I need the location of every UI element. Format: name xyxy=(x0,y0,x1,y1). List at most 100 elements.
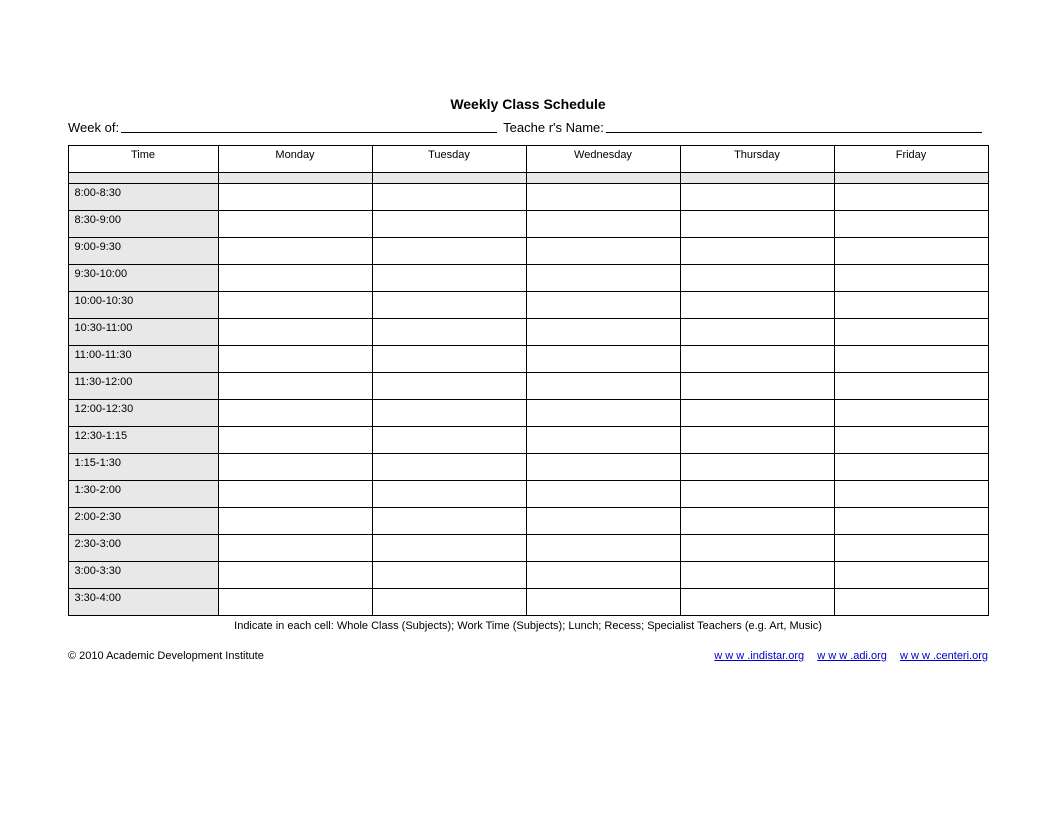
link-indistar[interactable]: w w w .indistar.org xyxy=(714,650,804,662)
schedule-cell[interactable] xyxy=(526,211,680,238)
schedule-cell[interactable] xyxy=(372,589,526,616)
schedule-cell[interactable] xyxy=(680,184,834,211)
schedule-cell[interactable] xyxy=(372,238,526,265)
schedule-cell[interactable] xyxy=(680,481,834,508)
schedule-cell[interactable] xyxy=(218,184,372,211)
form-header-row: Week of: Teache r's Name: xyxy=(48,120,1008,135)
table-row: 11:30-12:00 xyxy=(68,373,988,400)
schedule-cell[interactable] xyxy=(834,589,988,616)
schedule-cell[interactable] xyxy=(680,373,834,400)
schedule-cell[interactable] xyxy=(526,265,680,292)
schedule-cell[interactable] xyxy=(834,238,988,265)
schedule-cell[interactable] xyxy=(218,400,372,427)
schedule-cell[interactable] xyxy=(526,481,680,508)
schedule-cell[interactable] xyxy=(218,481,372,508)
schedule-cell[interactable] xyxy=(526,508,680,535)
link-centeri[interactable]: w w w .centeri.org xyxy=(900,650,988,662)
schedule-cell[interactable] xyxy=(680,211,834,238)
schedule-cell[interactable] xyxy=(218,211,372,238)
schedule-cell[interactable] xyxy=(218,373,372,400)
schedule-cell[interactable] xyxy=(680,427,834,454)
schedule-cell[interactable] xyxy=(218,454,372,481)
schedule-cell[interactable] xyxy=(834,184,988,211)
schedule-cell[interactable] xyxy=(218,265,372,292)
schedule-cell[interactable] xyxy=(218,319,372,346)
schedule-cell[interactable] xyxy=(680,265,834,292)
schedule-cell[interactable] xyxy=(680,508,834,535)
schedule-cell[interactable] xyxy=(680,238,834,265)
schedule-cell[interactable] xyxy=(680,535,834,562)
schedule-cell[interactable] xyxy=(834,292,988,319)
schedule-cell[interactable] xyxy=(526,589,680,616)
teacher-name-blank[interactable] xyxy=(606,120,982,133)
spacer-row xyxy=(68,173,988,184)
schedule-cell[interactable] xyxy=(372,400,526,427)
schedule-cell[interactable] xyxy=(834,427,988,454)
schedule-cell[interactable] xyxy=(372,373,526,400)
schedule-cell[interactable] xyxy=(372,319,526,346)
schedule-cell[interactable] xyxy=(834,481,988,508)
schedule-cell[interactable] xyxy=(834,346,988,373)
schedule-cell[interactable] xyxy=(834,400,988,427)
schedule-cell[interactable] xyxy=(218,562,372,589)
schedule-cell[interactable] xyxy=(372,184,526,211)
schedule-table-body: 8:00-8:308:30-9:009:00-9:309:30-10:0010:… xyxy=(68,173,988,616)
teacher-name-label: Teache r's Name: xyxy=(503,120,604,135)
schedule-cell[interactable] xyxy=(834,562,988,589)
schedule-cell[interactable] xyxy=(526,427,680,454)
col-friday: Friday xyxy=(834,146,988,173)
schedule-cell[interactable] xyxy=(526,184,680,211)
schedule-cell[interactable] xyxy=(834,265,988,292)
footer-links: w w w .indistar.org w w w .adi.org w w w… xyxy=(704,650,988,662)
schedule-cell[interactable] xyxy=(218,589,372,616)
schedule-cell[interactable] xyxy=(372,508,526,535)
schedule-cell[interactable] xyxy=(834,454,988,481)
schedule-cell[interactable] xyxy=(372,292,526,319)
schedule-cell[interactable] xyxy=(372,562,526,589)
schedule-cell[interactable] xyxy=(680,319,834,346)
schedule-cell[interactable] xyxy=(372,481,526,508)
schedule-cell[interactable] xyxy=(372,265,526,292)
link-adi[interactable]: w w w .adi.org xyxy=(817,650,887,662)
table-row: 2:30-3:00 xyxy=(68,535,988,562)
schedule-cell[interactable] xyxy=(372,346,526,373)
schedule-table: Time Monday Tuesday Wednesday Thursday F… xyxy=(68,145,989,616)
schedule-cell[interactable] xyxy=(680,454,834,481)
time-slot-cell: 2:30-3:00 xyxy=(68,535,218,562)
schedule-cell[interactable] xyxy=(834,211,988,238)
schedule-cell[interactable] xyxy=(526,535,680,562)
schedule-cell[interactable] xyxy=(526,346,680,373)
schedule-cell[interactable] xyxy=(372,535,526,562)
schedule-cell[interactable] xyxy=(218,535,372,562)
schedule-cell[interactable] xyxy=(372,454,526,481)
schedule-cell[interactable] xyxy=(526,238,680,265)
schedule-cell[interactable] xyxy=(526,319,680,346)
table-row: 10:00-10:30 xyxy=(68,292,988,319)
schedule-cell[interactable] xyxy=(680,292,834,319)
schedule-cell[interactable] xyxy=(680,589,834,616)
schedule-cell[interactable] xyxy=(526,562,680,589)
schedule-cell[interactable] xyxy=(218,292,372,319)
table-row: 3:00-3:30 xyxy=(68,562,988,589)
schedule-cell[interactable] xyxy=(372,427,526,454)
schedule-cell[interactable] xyxy=(526,373,680,400)
schedule-cell[interactable] xyxy=(526,454,680,481)
schedule-cell[interactable] xyxy=(218,346,372,373)
time-slot-cell: 9:30-10:00 xyxy=(68,265,218,292)
week-of-label: Week of: xyxy=(68,120,119,135)
week-of-blank[interactable] xyxy=(121,120,497,133)
schedule-cell[interactable] xyxy=(834,535,988,562)
schedule-cell[interactable] xyxy=(680,400,834,427)
table-caption: Indicate in each cell: Whole Class (Subj… xyxy=(48,620,1008,632)
schedule-cell[interactable] xyxy=(834,373,988,400)
schedule-cell[interactable] xyxy=(526,292,680,319)
schedule-cell[interactable] xyxy=(218,238,372,265)
schedule-cell[interactable] xyxy=(834,319,988,346)
schedule-cell[interactable] xyxy=(834,508,988,535)
schedule-cell[interactable] xyxy=(218,508,372,535)
schedule-cell[interactable] xyxy=(680,562,834,589)
schedule-cell[interactable] xyxy=(526,400,680,427)
schedule-cell[interactable] xyxy=(372,211,526,238)
schedule-cell[interactable] xyxy=(680,346,834,373)
schedule-cell[interactable] xyxy=(218,427,372,454)
